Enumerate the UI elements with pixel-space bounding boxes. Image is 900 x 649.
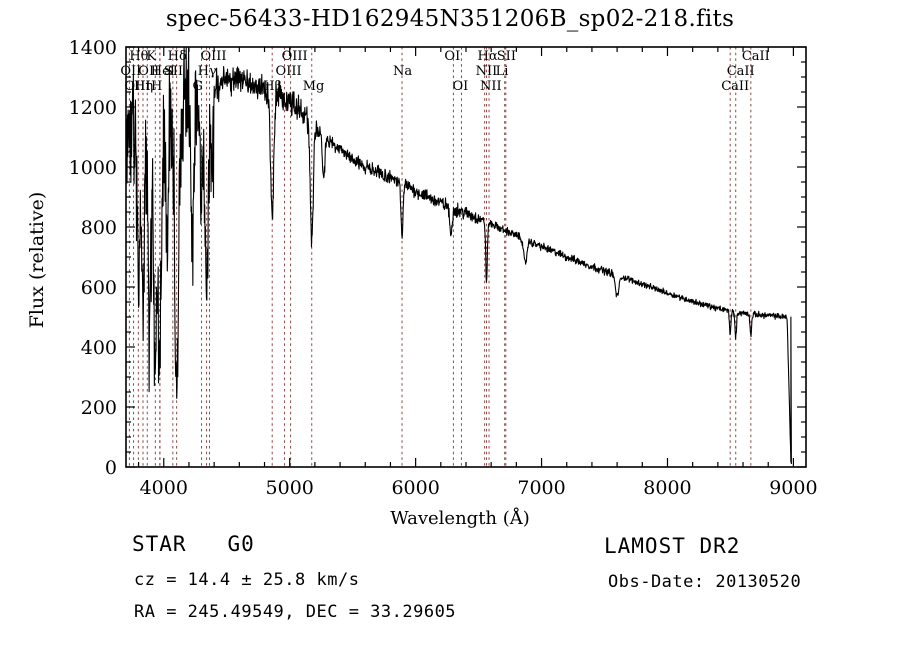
line-label-OIII-4363: OIII bbox=[200, 49, 227, 64]
object-type-class: STAR G0 bbox=[132, 532, 255, 556]
page-title: spec-56433-HD162945N351206B_sp02-218.fit… bbox=[165, 6, 735, 32]
line-label-H-4102: Hδ bbox=[167, 49, 187, 64]
line-label-CaII-8498: CaII bbox=[721, 79, 750, 94]
line-label-SII-6716: SII bbox=[496, 49, 516, 64]
line-label-K-3933: K bbox=[146, 49, 157, 64]
spectral-class: G0 bbox=[227, 532, 255, 556]
svg-text:5000: 5000 bbox=[266, 477, 314, 499]
axes-layer bbox=[125, 46, 807, 468]
line-label-Mg-5175: Mg bbox=[302, 79, 325, 94]
svg-text:400: 400 bbox=[81, 337, 117, 359]
svg-text:1200: 1200 bbox=[69, 97, 117, 119]
svg-text:8000: 8000 bbox=[643, 477, 691, 499]
line-label-OI-6364: OI bbox=[452, 79, 469, 94]
svg-text:6000: 6000 bbox=[391, 477, 439, 499]
line-label-OIII-3760: OIII bbox=[124, 79, 151, 94]
line-label-H-4861: Hβ bbox=[263, 79, 283, 94]
svg-text:4000: 4000 bbox=[140, 477, 188, 499]
svg-text:7000: 7000 bbox=[517, 477, 565, 499]
line-label-NII-6548: NII bbox=[475, 64, 498, 79]
line-label-H-3835: Hη bbox=[134, 79, 154, 94]
line-label-CaII-8542: CaII bbox=[726, 64, 755, 79]
coordinates: RA = 245.49549, DEC = 33.29605 bbox=[134, 602, 457, 622]
line-label-NII-6583: NII bbox=[480, 79, 502, 94]
line-label-OIII-4959: OIII bbox=[275, 64, 302, 79]
observation-date: Obs-Date: 20130520 bbox=[608, 572, 802, 592]
line-label-Na-5892: Na bbox=[393, 64, 413, 79]
line-label-OI-6300: OI bbox=[444, 49, 461, 64]
svg-text:800: 800 bbox=[81, 217, 117, 239]
line-label-OII-3869: OII bbox=[138, 64, 160, 79]
line-marker-layer bbox=[128, 47, 752, 467]
line-label-OII-3727: OII bbox=[120, 64, 142, 79]
svg-text:600: 600 bbox=[81, 277, 117, 299]
survey-name: LAMOST DR2 bbox=[604, 534, 741, 558]
line-label-H-6563: Hα bbox=[477, 49, 498, 64]
svg-text:1400: 1400 bbox=[69, 37, 117, 59]
line-label-SII-4072: SII bbox=[163, 64, 184, 79]
line-label-OIII-5007: OIII bbox=[281, 49, 308, 64]
line-label-H-4340: Hγ bbox=[197, 64, 217, 79]
svg-text:1000: 1000 bbox=[69, 157, 117, 179]
svg-text:9000: 9000 bbox=[769, 477, 817, 499]
tick-labels-layer: 4000 5000 6000 7000 8000 9000 0 200 400 600 800 100… bbox=[69, 37, 818, 499]
line-label-H-3970: H bbox=[151, 79, 163, 94]
line-label-HeI-3968: HeI bbox=[150, 64, 175, 79]
line-label-CaII-8662: CaII bbox=[741, 49, 770, 64]
line-label-H-3798: Hθ bbox=[129, 49, 149, 64]
redshift-velocity: cz = 14.4 ± 25.8 km/s bbox=[134, 570, 360, 590]
x-axis-label: Wavelength (Å) bbox=[390, 508, 530, 529]
svg-text:200: 200 bbox=[81, 397, 117, 419]
svg-text:0: 0 bbox=[105, 457, 117, 479]
spectrum-trace bbox=[125, 46, 792, 465]
line-label-G-4300: G bbox=[192, 79, 203, 94]
y-axis-label: Flux (relative) bbox=[26, 191, 48, 329]
line-label-Li-6707: Li bbox=[495, 64, 509, 79]
object-type: STAR bbox=[132, 532, 187, 556]
